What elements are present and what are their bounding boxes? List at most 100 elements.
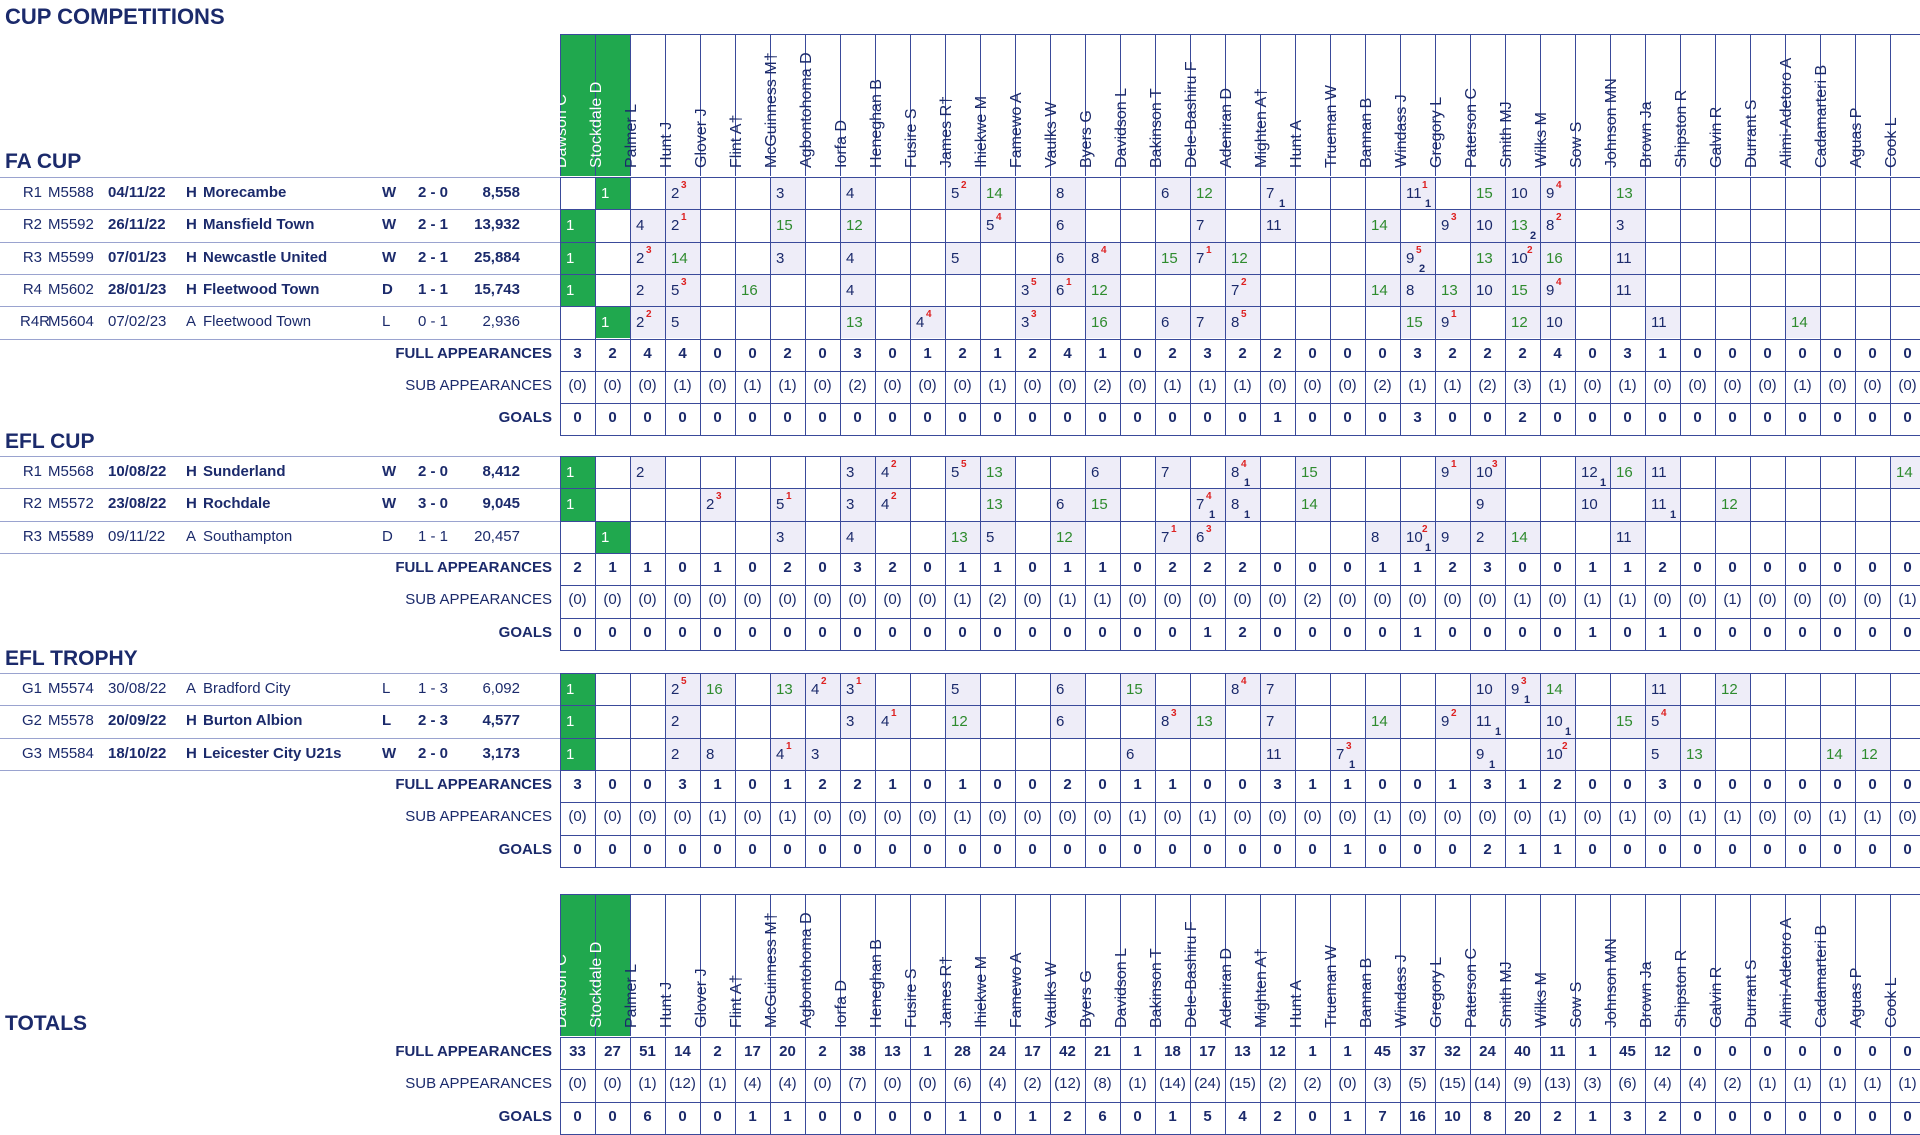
appearance-cell: 15 <box>1121 674 1155 706</box>
grid-vline <box>1015 1037 1016 1134</box>
sub-minute-marker: 5 <box>681 676 687 687</box>
stat-goals: 0 <box>1693 409 1702 427</box>
appearance-cell: 11 <box>1261 210 1295 242</box>
player-name: Dele-Bashiru F <box>1183 921 1200 1028</box>
player-header: Sow S <box>1568 894 1610 1036</box>
match-date: 23/08/22 <box>108 495 167 513</box>
grid-vline <box>910 177 911 436</box>
grid-hline <box>560 705 1920 707</box>
row-line <box>0 769 560 771</box>
shirt-number: 1 <box>601 528 610 546</box>
shirt-number: 12 <box>1196 185 1213 202</box>
stat-sub: (0) <box>1128 591 1147 609</box>
grid-vline <box>1330 456 1331 650</box>
total-goals: 1 <box>958 1107 967 1125</box>
stat-full: 0 <box>1728 344 1737 362</box>
grid-vline <box>1400 673 1401 867</box>
match-opponent: Southampton <box>203 527 293 545</box>
stat-goals: 0 <box>1763 409 1772 427</box>
appearance-cell: 4 <box>841 521 875 553</box>
total-full: 45 <box>1619 1043 1636 1060</box>
stat-sub: (1) <box>1618 591 1637 609</box>
appearance-cell: 4 <box>841 242 875 274</box>
match-opponent: Fleetwood Town <box>203 280 320 298</box>
player-name: Agbontohoma D <box>798 52 815 168</box>
player-header: Cadamarteri B <box>1813 894 1855 1036</box>
stat-goals: 1 <box>1553 840 1562 858</box>
sub-minute-marker: 5 <box>1031 276 1037 288</box>
row-label-full: FULL APPEARANCES <box>395 558 552 576</box>
stat-full: 0 <box>1903 344 1912 362</box>
appearance-cell: 6 <box>1051 210 1085 242</box>
stat-full: 1 <box>923 344 932 362</box>
sub-minute-marker: 2 <box>1241 276 1247 288</box>
goals-marker: 1 <box>1244 509 1251 522</box>
stat-full: 0 <box>1763 344 1772 362</box>
stat-goals: 2 <box>1483 840 1492 858</box>
sub-minute-marker: 3 <box>1206 523 1212 535</box>
match-venue: H <box>186 248 197 266</box>
grid-hline <box>560 802 1920 804</box>
appearance-cell: 15 <box>1086 489 1120 521</box>
stat-sub: (0) <box>708 591 727 609</box>
stat-sub: (1) <box>953 591 972 609</box>
stat-full: 2 <box>1658 558 1667 576</box>
appearance-cell <box>561 178 595 209</box>
player-name: Davidson L <box>1113 87 1130 168</box>
grid-vline <box>1330 177 1331 436</box>
grid-vline <box>1715 673 1716 867</box>
player-name: Hunt A <box>1288 119 1305 168</box>
appearance-cell: 13 <box>946 521 980 553</box>
player-name: Bakinson T <box>1148 88 1165 168</box>
stat-sub: (0) <box>1303 376 1322 394</box>
appearance-cell: 12 <box>1716 489 1750 521</box>
grid-vline <box>805 1037 806 1134</box>
grid-vline <box>910 456 911 650</box>
stat-goals: 0 <box>1273 840 1282 858</box>
grid-vline <box>1295 456 1296 650</box>
player-header: Famewo A <box>1008 894 1050 1036</box>
player-header: Galvin R <box>1708 894 1750 1036</box>
stat-goals: 0 <box>1308 840 1317 858</box>
total-full: 2 <box>818 1043 827 1060</box>
appearance-cell: 9 <box>1436 521 1470 553</box>
stat-full: 0 <box>1588 344 1597 362</box>
player-header: McGuinness M† <box>763 894 805 1036</box>
shirt-number: 4 <box>846 528 855 546</box>
player-header: Vaulks W <box>1043 34 1085 176</box>
total-goals: 0 <box>1763 1107 1772 1125</box>
grid-vline <box>1785 177 1786 436</box>
stat-sub: (0) <box>568 808 587 826</box>
shirt-number: 6 <box>1161 185 1170 202</box>
shirt-number: 14 <box>1371 281 1388 299</box>
stat-goals: 0 <box>1378 623 1387 641</box>
shirt-number: 13 <box>1616 185 1633 202</box>
player-name: Stockdale D <box>588 941 605 1028</box>
shirt-number: 3 <box>846 681 855 698</box>
grid-vline <box>840 456 841 650</box>
stat-goals: 0 <box>1168 409 1177 427</box>
shirt-number: 4 <box>846 249 855 267</box>
sub-minute-marker: 1 <box>1451 459 1457 470</box>
row-line <box>0 209 560 211</box>
shirt-number: 2 <box>636 281 645 299</box>
shirt-number: 5 <box>671 314 680 332</box>
stat-full: 2 <box>1448 558 1457 576</box>
match-code: M5604 <box>48 313 94 331</box>
shirt-number: 10 <box>1581 496 1598 514</box>
grid-vline <box>945 177 946 436</box>
shirt-number: 3 <box>776 528 785 546</box>
appearance-cell: 5 <box>946 674 980 706</box>
player-header: Adeniran D <box>1218 34 1260 176</box>
stat-full: 0 <box>1798 775 1807 793</box>
shirt-number: 9 <box>1441 217 1450 235</box>
grid-vline <box>1680 177 1681 436</box>
stat-full: 2 <box>853 775 862 793</box>
stat-full: 2 <box>783 344 792 362</box>
grid-vline <box>665 673 666 867</box>
